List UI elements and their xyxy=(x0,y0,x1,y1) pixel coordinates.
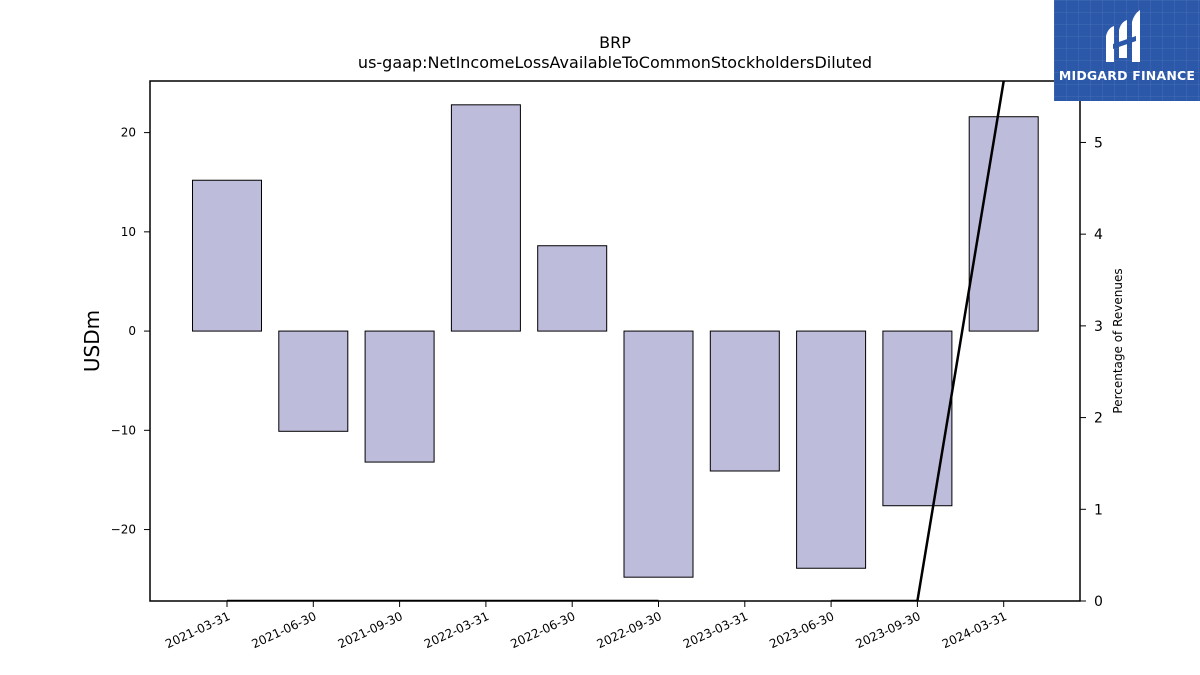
left-axis: −20 −10 0 10 20 xyxy=(111,126,150,537)
y-tick-label: 0 xyxy=(128,324,136,338)
x-tick-label: 2023-03-31 xyxy=(681,609,750,651)
y-tick-label: 10 xyxy=(121,225,136,239)
y2-tick-label: 0 xyxy=(1094,594,1103,610)
bar-2021-06-30 xyxy=(278,330,349,432)
bar-2022-06-30 xyxy=(537,245,608,332)
chart-subtitle: us-gaap:NetIncomeLossAvailableToCommonSt… xyxy=(358,53,872,72)
bar-2022-09-30 xyxy=(623,330,694,578)
x-tick-label: 2023-09-30 xyxy=(854,609,923,651)
bar-2023-09-30 xyxy=(882,330,953,507)
midgard-logo-mark-icon xyxy=(1106,10,1140,62)
percentage-line-layer xyxy=(227,81,1005,601)
y2-tick-label: 5 xyxy=(1094,135,1103,151)
bar-2023-06-30 xyxy=(796,330,867,569)
y-tick-label: 20 xyxy=(121,126,136,140)
x-tick-label: 2022-06-30 xyxy=(508,609,577,651)
right-axis: 0 1 2 3 4 5 xyxy=(1080,135,1103,610)
logo-text: MIDGARD FINANCE xyxy=(1058,68,1196,83)
percentage-line-segment-1 xyxy=(831,81,1005,601)
x-tick-label: 2021-06-30 xyxy=(249,609,318,651)
x-tick-label: 2023-06-30 xyxy=(767,609,836,651)
y2-tick-label: 3 xyxy=(1094,319,1103,335)
bars-layer xyxy=(192,104,1039,578)
bar-2023-03-31 xyxy=(709,330,780,472)
y2-tick-label: 2 xyxy=(1094,411,1103,427)
x-tick-label: 2022-09-30 xyxy=(595,609,664,651)
y2-tick-label: 4 xyxy=(1094,227,1103,243)
y-tick-label: −10 xyxy=(111,423,136,437)
bar-2022-03-31 xyxy=(450,104,521,332)
x-tick-label: 2021-03-31 xyxy=(163,609,232,651)
x-tick-label: 2021-09-30 xyxy=(336,609,405,651)
plot-frame xyxy=(149,80,1081,602)
y-tick-label: −20 xyxy=(111,523,136,537)
chart-title: BRP xyxy=(599,33,631,52)
bar-2021-09-30 xyxy=(364,330,435,463)
y-axis-label: USDm xyxy=(80,310,104,372)
midgard-finance-logo: MIDGARD FINANCE xyxy=(1054,0,1200,101)
x-tick-label: 2024-03-31 xyxy=(940,609,1009,651)
y2-axis-label: Percentage of Revenues xyxy=(1111,268,1125,413)
x-tick-label: 2022-03-31 xyxy=(422,609,491,651)
bar-2021-03-31 xyxy=(192,179,262,332)
x-axis: 2021-03-31 2021-06-30 2021-09-30 2022-03-31… xyxy=(163,601,1009,651)
y2-tick-label: 1 xyxy=(1094,502,1103,518)
